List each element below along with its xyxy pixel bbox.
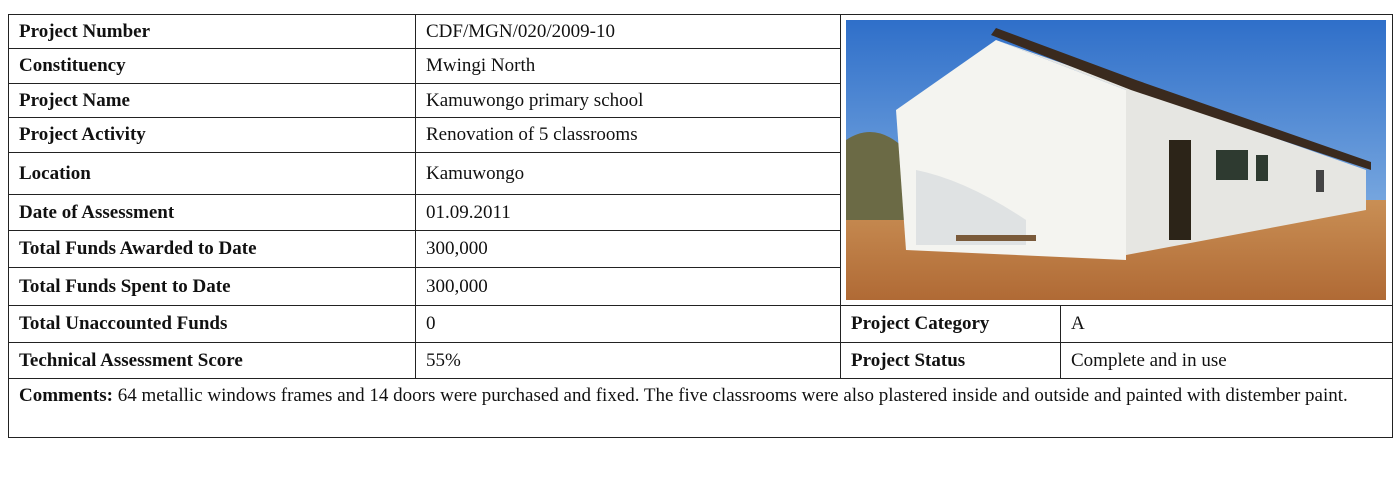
row-label: Project Number (9, 15, 416, 49)
project-table: Project Number CDF/MGN/020/2009-10 (8, 14, 1393, 438)
row-label: Project Name (9, 84, 416, 118)
row-label: Project Activity (9, 118, 416, 153)
row-value: 300,000 (416, 268, 841, 306)
comments: Comments: 64 metallic windows frames and… (9, 379, 1393, 438)
category-value: A (1061, 306, 1393, 343)
row-value: Mwingi North (416, 49, 841, 84)
row-label: Total Funds Awarded to Date (9, 231, 416, 268)
row-label: Technical Assessment Score (9, 343, 416, 379)
row-value: 0 (416, 306, 841, 343)
row-value: CDF/MGN/020/2009-10 (416, 15, 841, 49)
status-label: Project Status (841, 343, 1061, 379)
row-value: 55% (416, 343, 841, 379)
row-value: 300,000 (416, 231, 841, 268)
row-label: Constituency (9, 49, 416, 84)
row-value: Kamuwongo (416, 153, 841, 195)
photo (846, 20, 1386, 300)
row-label: Total Funds Spent to Date (9, 268, 416, 306)
category-label: Project Category (841, 306, 1061, 343)
row-value: Renovation of 5 classrooms (416, 118, 841, 153)
row-label: Total Unaccounted Funds (9, 306, 416, 343)
photo-cell (841, 15, 1393, 306)
comments-text: 64 metallic windows frames and 14 doors … (118, 385, 1348, 406)
page: Project Number CDF/MGN/020/2009-10 (0, 0, 1400, 490)
comments-label: Comments: (19, 385, 113, 406)
row-value: Kamuwongo primary school (416, 84, 841, 118)
row-label: Date of Assessment (9, 195, 416, 231)
row-value: 01.09.2011 (416, 195, 841, 231)
row-label: Location (9, 153, 416, 195)
status-value: Complete and in use (1061, 343, 1393, 379)
